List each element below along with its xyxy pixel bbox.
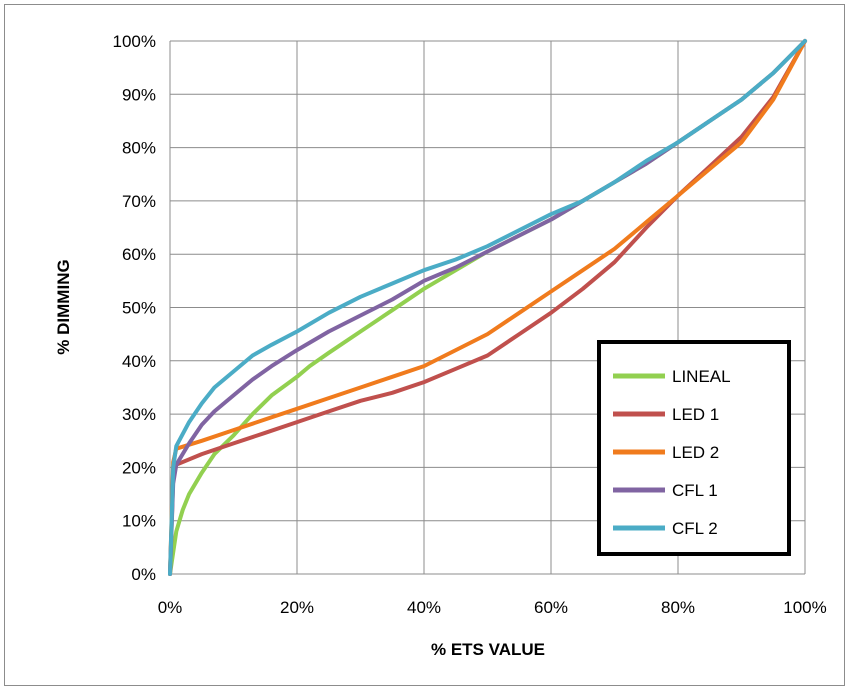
y-tick-label: 30% — [122, 405, 156, 424]
legend-label: CFL 2 — [672, 519, 718, 538]
y-tick-label: 10% — [122, 512, 156, 531]
y-tick-label: 70% — [122, 192, 156, 211]
series-line-led-2 — [168, 39, 807, 576]
legend-label: CFL 1 — [672, 481, 718, 500]
y-tick-label: 20% — [122, 458, 156, 477]
y-axis-ticks: 0% 10% 20% 30% 40% 50% 60% 70% 80% 90% 100% — [113, 32, 156, 584]
x-tick-label: 80% — [661, 598, 695, 617]
legend-label: LED 1 — [672, 405, 719, 424]
legend-label: LED 2 — [672, 443, 719, 462]
series-lines — [168, 39, 807, 576]
legend-item-cfl-1: CFL 1 — [613, 481, 718, 500]
grid-lines — [169, 40, 806, 575]
y-tick-label: 40% — [122, 352, 156, 371]
legend-item-led-1: LED 1 — [613, 405, 719, 424]
legend-item-led-2: LED 2 — [613, 443, 719, 462]
legend-label: LINEAL — [672, 367, 731, 386]
y-tick-label: 60% — [122, 245, 156, 264]
x-axis-title: % ETS VALUE — [431, 640, 545, 659]
legend-item-cfl-2: CFL 2 — [613, 519, 718, 538]
legend-item-lineal: LINEAL — [613, 367, 731, 386]
legend-items: LINEAL LED 1 LED 2 CFL 1 CFL 2 — [613, 367, 731, 538]
y-axis-title: % DIMMING — [54, 259, 73, 354]
x-tick-label: 20% — [280, 598, 314, 617]
x-axis-ticks: 0% 20% 40% 60% 80% 100% — [158, 598, 827, 617]
y-tick-label: 50% — [122, 299, 156, 318]
legend: LINEAL LED 1 LED 2 CFL 1 CFL 2 — [597, 340, 791, 556]
y-tick-label: 80% — [122, 139, 156, 158]
series-line-cfl-2 — [168, 39, 807, 576]
y-tick-label: 100% — [113, 32, 156, 51]
x-tick-label: 40% — [407, 598, 441, 617]
x-tick-label: 100% — [783, 598, 826, 617]
y-tick-label: 90% — [122, 85, 156, 104]
x-tick-label: 60% — [534, 598, 568, 617]
x-tick-label: 0% — [158, 598, 183, 617]
y-tick-label: 0% — [131, 565, 156, 584]
